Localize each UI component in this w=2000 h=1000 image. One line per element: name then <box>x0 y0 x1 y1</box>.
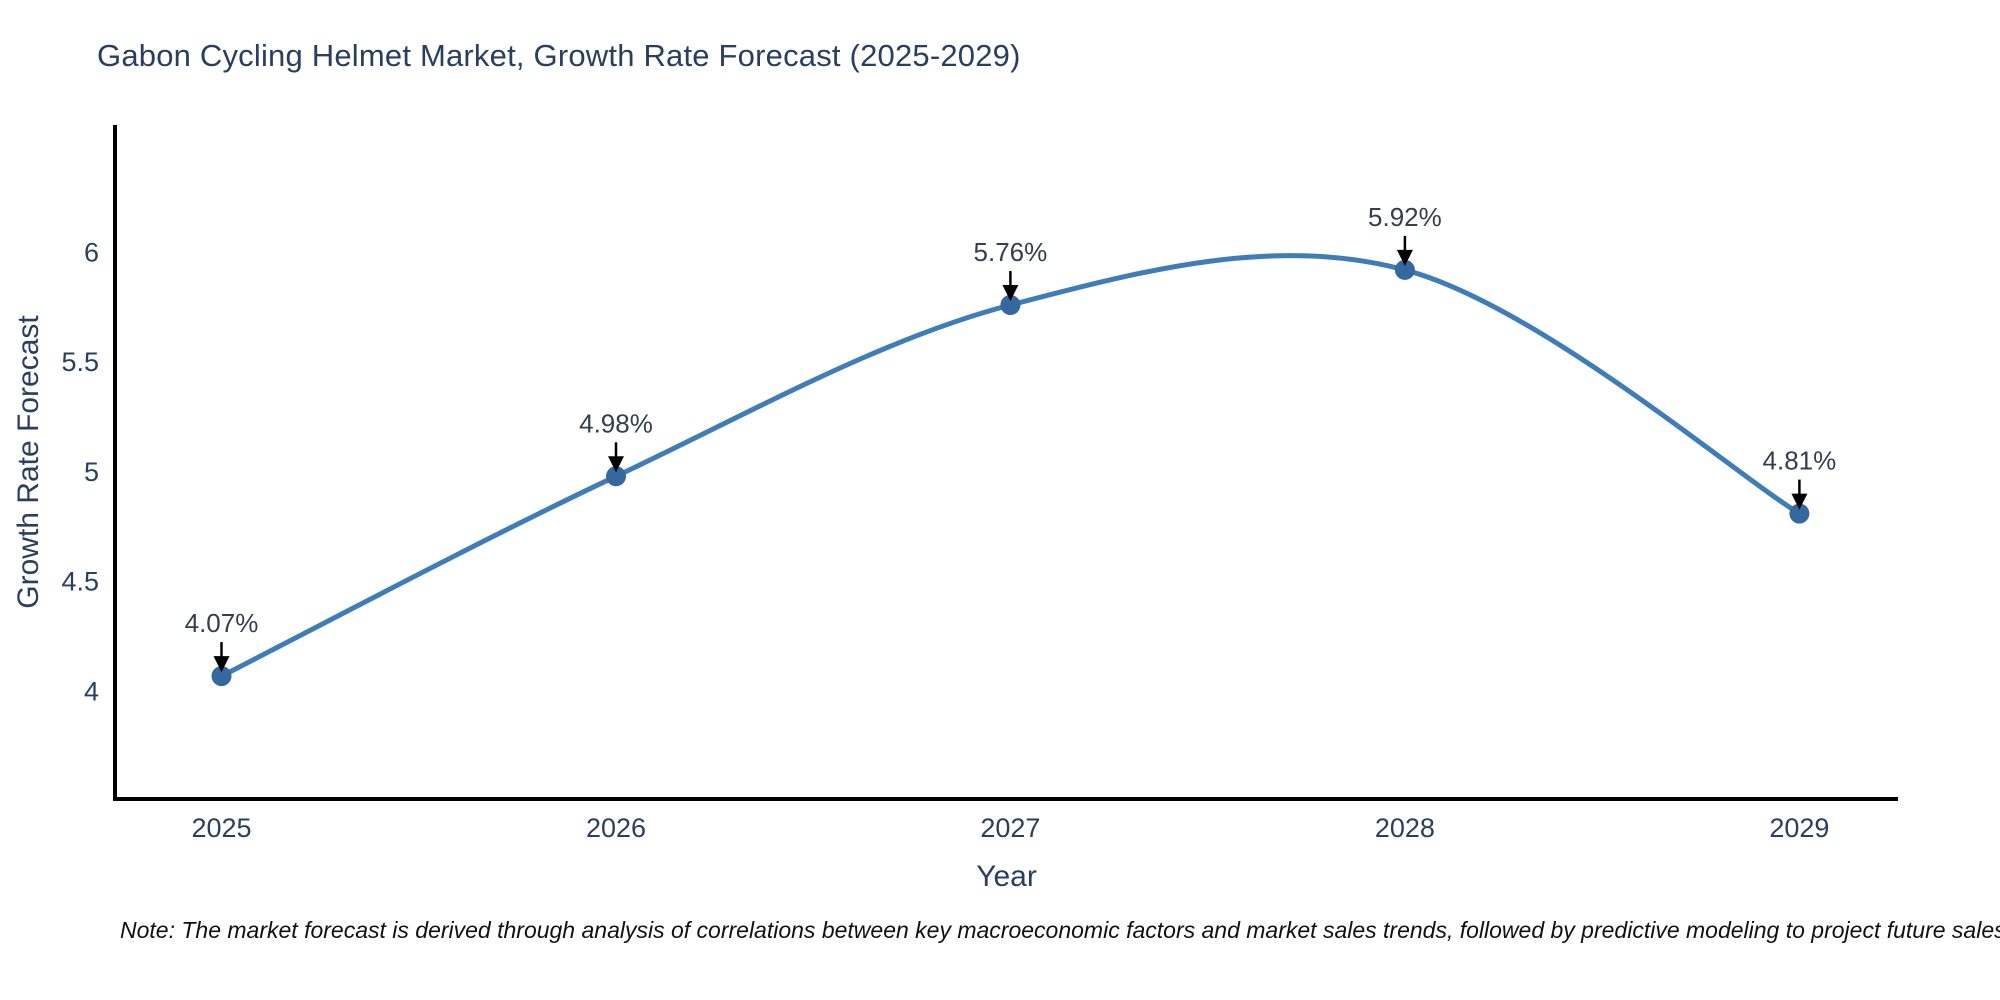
x-tick-label: 2025 <box>191 813 251 843</box>
data-label: 4.07% <box>185 608 259 638</box>
annotation-arrowhead-icon <box>213 656 230 673</box>
data-label: 4.98% <box>579 408 653 438</box>
y-tick-label: 6 <box>84 237 99 267</box>
x-tick-label: 2029 <box>1769 813 1829 843</box>
data-point <box>1789 503 1810 524</box>
y-tick-label: 4.5 <box>61 567 99 597</box>
y-tick-label: 5 <box>84 457 99 487</box>
data-point <box>1000 295 1021 315</box>
data-label: 4.81% <box>1763 446 1837 476</box>
y-tick-label: 5.5 <box>61 347 99 377</box>
x-tick-label: 2026 <box>586 813 646 843</box>
footnote: Note: The market forecast is derived thr… <box>120 917 2000 943</box>
annotation-arrowhead-icon <box>1791 493 1808 510</box>
x-tick-label: 2028 <box>1375 813 1435 843</box>
x-axis-title: Year <box>976 860 1037 893</box>
y-axis-title: Growth Rate Forecast <box>12 315 45 609</box>
y-tick-label: 4 <box>84 676 99 706</box>
data-point <box>606 466 626 487</box>
data-label: 5.76% <box>974 237 1048 267</box>
x-tick-label: 2027 <box>980 813 1040 843</box>
chart-title: Gabon Cycling Helmet Market, Growth Rate… <box>97 38 1021 73</box>
data-label: 5.92% <box>1368 202 1442 232</box>
annotation-arrowhead-icon <box>1002 285 1019 301</box>
data-point <box>1394 259 1415 280</box>
data-point <box>211 666 232 687</box>
trend-line <box>219 253 1802 679</box>
annotation-arrowhead-icon <box>1396 249 1413 266</box>
annotation-arrowhead-icon <box>608 456 624 473</box>
